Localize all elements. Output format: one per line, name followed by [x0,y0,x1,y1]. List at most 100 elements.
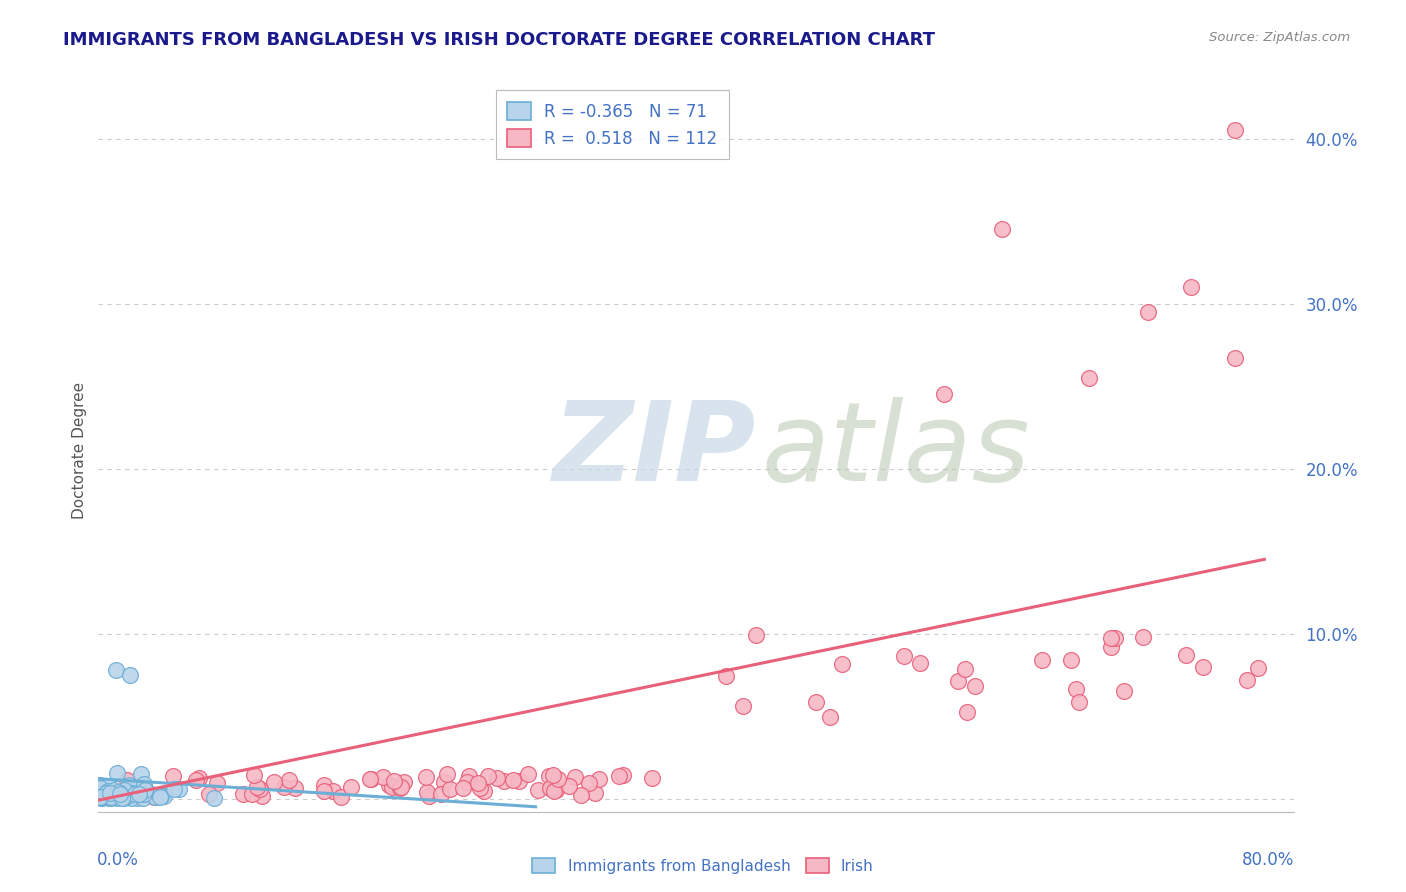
Point [105,791,128,805]
Point [467,776,489,790]
Point [184,772,207,787]
Point [134,783,156,797]
Point [378,778,401,792]
Point [97,779,120,793]
Point [607,769,630,783]
Point [804,695,827,709]
Point [100,790,122,805]
Point [100,789,122,804]
Point [953,662,976,676]
Point [125,785,148,799]
Point [470,780,492,795]
Point [98,789,121,804]
Point [124,781,146,796]
Point [1099,640,1122,654]
Point [492,773,515,788]
Point [932,387,955,401]
Point [124,787,146,801]
Point [588,772,610,787]
Point [107,788,129,802]
Point [97,791,120,805]
Point [388,781,411,796]
Point [134,780,156,794]
Point [91,789,114,803]
Point [110,787,132,801]
Point [143,790,166,805]
Point [359,772,381,786]
Point [1175,648,1198,662]
Point [242,787,264,801]
Point [583,786,606,800]
Point [451,780,474,795]
Point [187,771,209,785]
Point [382,773,405,788]
Point [474,783,496,797]
Point [508,773,530,788]
Point [263,775,285,789]
Point [1132,631,1154,645]
Point [1180,280,1202,294]
Point [1225,123,1247,137]
Point [105,766,128,780]
Point [273,780,295,794]
Point [948,674,970,689]
Point [820,710,842,724]
Point [502,772,524,787]
Point [105,788,128,802]
Point [143,789,166,804]
Point [94,788,117,802]
Point [965,679,987,693]
Point [641,771,664,785]
Point [108,789,131,804]
Point [831,657,853,672]
Point [127,791,149,805]
Point [232,788,254,802]
Text: Source: ZipAtlas.com: Source: ZipAtlas.com [1209,31,1350,45]
Text: 80.0%: 80.0% [1243,852,1295,870]
Point [314,784,336,798]
Point [103,782,125,797]
Point [91,789,114,803]
Point [103,789,125,804]
Y-axis label: Doctorate Degree: Doctorate Degree [72,382,87,519]
Point [131,785,153,799]
Point [278,773,301,788]
Point [108,786,131,800]
Point [893,649,915,664]
Point [98,786,121,800]
Point [1099,632,1122,646]
Legend: Immigrants from Bangladesh, Irish: Immigrants from Bangladesh, Irish [526,852,880,880]
Point [117,786,139,800]
Point [167,782,190,797]
Point [1067,694,1090,708]
Point [517,767,540,781]
Point [131,766,153,780]
Point [538,780,561,795]
Point [252,789,274,803]
Point [415,770,437,784]
Point [93,789,115,803]
Point [569,788,592,802]
Point [89,781,111,796]
Point [97,784,120,798]
Point [360,772,382,786]
Point [148,790,170,805]
Point [112,791,135,805]
Point [115,789,138,803]
Text: 0.0%: 0.0% [97,852,139,870]
Point [546,783,568,797]
Text: atlas: atlas [762,397,1031,504]
Point [1104,631,1126,645]
Point [90,790,112,805]
Point [103,787,125,801]
Point [1064,681,1087,696]
Point [731,698,754,713]
Point [91,789,114,803]
Point [1031,653,1053,667]
Point [89,789,111,804]
Point [120,791,142,805]
Point [100,786,122,800]
Point [1236,673,1258,687]
Point [132,791,155,805]
Point [104,663,127,677]
